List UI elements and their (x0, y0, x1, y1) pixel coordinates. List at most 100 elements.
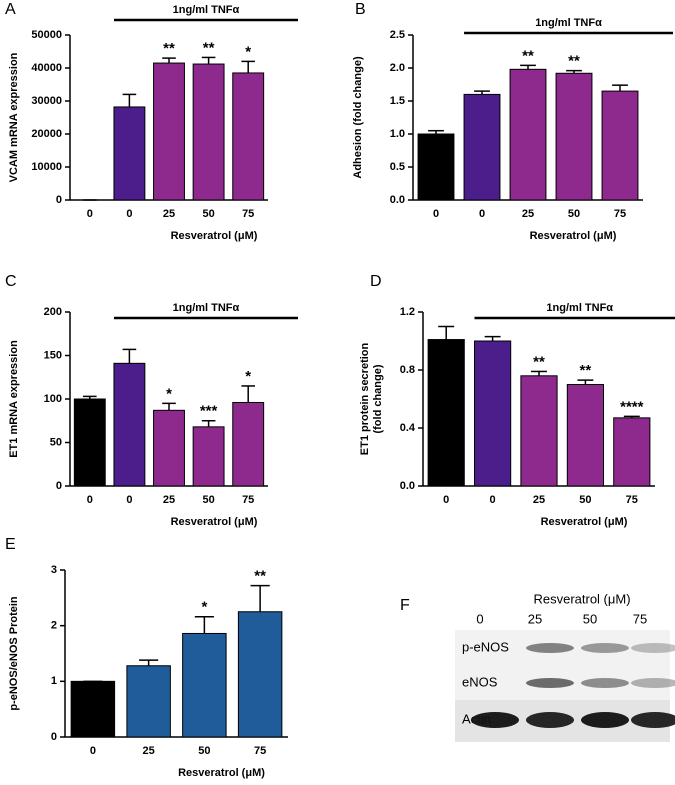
bar (520, 375, 558, 487)
blot-band (581, 678, 629, 688)
y-tick-label: 40000 (31, 62, 62, 74)
y-tick-label: 10000 (31, 161, 62, 173)
y-tick-label: 0.5 (390, 161, 405, 173)
bar (474, 340, 512, 487)
bracket-label: 1ng/ml TNFα (535, 17, 602, 29)
x-tick-label: 50 (202, 494, 214, 506)
y-tick-label: 0.0 (390, 194, 405, 206)
y-tick-label: 100 (44, 393, 62, 405)
x-tick-label: 50 (568, 208, 580, 220)
bar (70, 680, 116, 738)
x-axis-label: Resveratrol (μM) (178, 767, 265, 779)
panel-label: C (5, 273, 17, 290)
y-tick-label: 2.0 (390, 62, 405, 74)
bar (509, 68, 547, 201)
blot-band (581, 712, 629, 728)
y-axis-label: Adhesion (fold change) (352, 56, 364, 179)
significance: ** (254, 568, 266, 585)
significance: * (201, 599, 207, 616)
panel-label: A (5, 1, 16, 18)
bar (427, 339, 465, 487)
chart-panel: D 0.0 0.4 0.8 1.2 0 0 25 ** 50 ** 75 **** Resveratrol… (359, 273, 675, 528)
blot-band (631, 678, 675, 688)
bar (113, 362, 146, 487)
x-axis-label: Resveratrol (μM) (541, 516, 628, 528)
chart-panel: E 0 1 2 3 0 25 50 * 75 ** Resveratrol (μM) p-eNOS/eN… (5, 536, 288, 779)
significance: ** (580, 362, 592, 379)
x-tick-label: 0 (87, 208, 93, 220)
bar (237, 611, 283, 738)
significance: ** (522, 47, 534, 64)
y-tick-label: 1.5 (390, 95, 405, 107)
chart-panel: B 0.0 0.5 1.0 1.5 2.0 2.5 0 0 25 ** 50 ** 75 Resveratr… (352, 1, 673, 242)
blot-band (526, 678, 574, 688)
x-tick-label: 0 (443, 494, 449, 506)
x-axis-label: Resveratrol (μM) (530, 230, 617, 242)
significance: *** (200, 403, 218, 420)
y-axis-label: p-eNOS/eNOS Protein (8, 596, 20, 711)
blot-band (526, 643, 574, 653)
bar (126, 665, 171, 738)
chart-panel: A 0 10000 20000 30000 40000 50000 0 0 25 ** 50 ** 75 *… (5, 1, 298, 242)
x-tick-label: 75 (614, 208, 626, 220)
significance: * (166, 385, 172, 402)
x-tick-label: 25 (163, 494, 175, 506)
blot-band (526, 712, 574, 728)
x-tick-label: 50 (579, 494, 591, 506)
x-tick-label: 50 (198, 745, 210, 757)
bracket-label: 1ng/ml TNFα (173, 302, 240, 314)
bar (192, 426, 225, 487)
bar (555, 72, 593, 201)
y-tick-label: 0 (51, 731, 57, 743)
x-tick-label: 75 (242, 208, 254, 220)
x-tick-label: 25 (522, 208, 534, 220)
x-tick-label: 0 (90, 745, 96, 757)
blot-band (581, 643, 629, 653)
bar (232, 72, 265, 201)
x-tick-label: 25 (163, 208, 175, 220)
x-axis-label: Resveratrol (μM) (171, 516, 258, 528)
row-label: eNOS (462, 674, 498, 689)
bar (153, 409, 185, 487)
y-tick-label: 50000 (31, 29, 62, 41)
y-tick-label: 1 (51, 675, 57, 687)
x-tick-label: 0 (490, 494, 496, 506)
y-axis-label: (fold change) (372, 364, 384, 433)
x-tick-label: 75 (242, 494, 254, 506)
y-tick-label: 3 (51, 564, 57, 576)
lane-label: 75 (633, 611, 647, 626)
bar (182, 632, 227, 738)
bar (417, 133, 455, 201)
significance: **** (620, 398, 644, 415)
y-tick-label: 0 (56, 194, 62, 206)
bar (601, 90, 639, 201)
y-tick-label: 30000 (31, 95, 62, 107)
bracket-label: 1ng/ml TNFα (546, 302, 613, 314)
x-tick-label: 50 (202, 208, 214, 220)
significance: * (245, 43, 251, 60)
lane-label: 25 (528, 611, 542, 626)
row-label: p-eNOS (462, 639, 509, 654)
x-tick-label: 0 (433, 208, 439, 220)
bar (232, 401, 265, 487)
x-tick-label: 0 (126, 494, 132, 506)
y-axis-label: ET1 mRNA expression (8, 340, 20, 458)
significance: ** (568, 53, 580, 70)
panel-label: F (400, 597, 410, 614)
x-tick-label: 25 (533, 494, 545, 506)
y-tick-label: 1.0 (390, 128, 405, 140)
bar (73, 398, 106, 487)
bar (463, 93, 501, 201)
x-tick-label: 75 (626, 494, 638, 506)
y-tick-label: 1.2 (400, 306, 415, 318)
lane-label: 0 (476, 611, 483, 626)
bar (613, 417, 651, 487)
bar (566, 384, 604, 487)
y-tick-label: 0.0 (400, 480, 415, 492)
y-axis-label: VCAM mRNA expression (8, 52, 20, 182)
significance: ** (533, 353, 545, 370)
y-tick-label: 50 (50, 436, 62, 448)
y-tick-label: 150 (44, 349, 62, 361)
bar (113, 106, 146, 201)
